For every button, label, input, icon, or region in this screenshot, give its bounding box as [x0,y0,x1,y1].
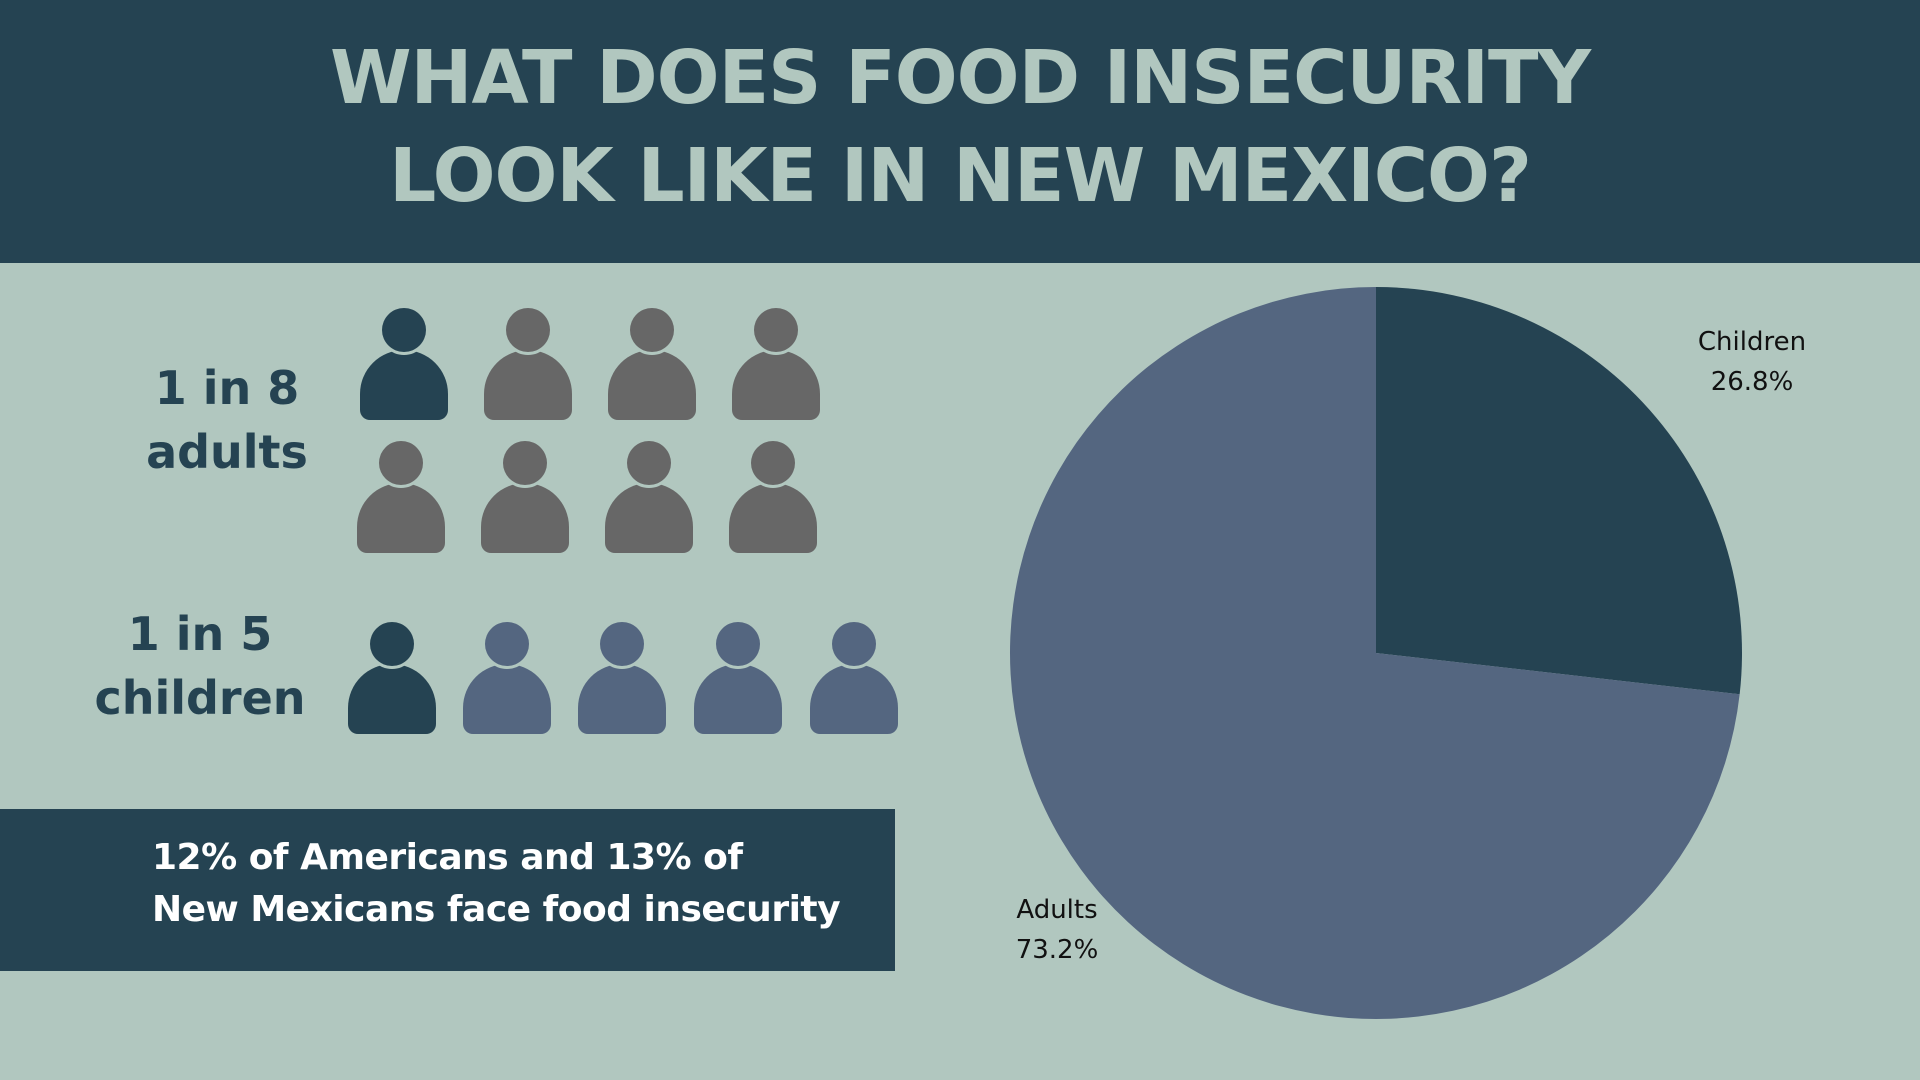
person-icon-head [382,308,426,352]
person-icon [355,441,447,553]
person-icon [730,308,822,420]
person-icon-body [608,350,696,420]
summary-line-2: New Mexicans face food insecurity [152,889,841,930]
person-icon-head [600,622,644,666]
person-icon-head [379,441,423,485]
person-icon [461,622,553,734]
person-icon [606,308,698,420]
person-icon-head [627,441,671,485]
person-icon [482,308,574,420]
pie-value-children: 26.8% [1711,367,1794,397]
person-icon [727,441,819,553]
header-banner [0,0,1920,263]
person-icon-head [506,308,550,352]
page-title-line-2: LOOK LIKE IN NEW MEXICO? [389,133,1532,219]
pie-value-adults: 73.2% [1016,935,1099,965]
person-icon-body [357,483,445,553]
person-icon-body [463,664,551,734]
person-icon-body [605,483,693,553]
person-icon [808,622,900,734]
person-icon-body [484,350,572,420]
pie-slice-children [1376,287,1742,695]
person-icon-head [832,622,876,666]
person-icon-body [810,664,898,734]
pie-label-children: Children [1698,327,1806,357]
summary-line-1: 12% of Americans and 13% of [152,837,743,878]
person-icon-body [481,483,569,553]
person-icon [479,441,571,553]
adults-stat-label: 1 in 8 adults [142,356,312,484]
person-icon [576,622,668,734]
pie-slice-adults [1009,287,1740,1019]
person-icon [692,622,784,734]
pie-label-adults: Adults [1016,895,1097,925]
person-icon-head [716,622,760,666]
person-icon-head [485,622,529,666]
person-icon-body [578,664,666,734]
person-icon-head [630,308,674,352]
person-icon-body [729,483,817,553]
person-icon-body [360,350,448,420]
children-stat-label: 1 in 5 children [92,602,308,730]
children-stat-group: children [94,671,306,725]
person-icon-head [370,622,414,666]
adults-stat-ratio: 1 in 8 [154,361,300,415]
person-icon [346,622,438,734]
person-icon-head [751,441,795,485]
person-icon-head [503,441,547,485]
person-icon [603,441,695,553]
person-icon-body [694,664,782,734]
summary-box [0,809,895,971]
page-title-line-1: WHAT DOES FOOD INSECURITY [329,35,1591,121]
children-stat-ratio: 1 in 5 [127,607,273,661]
person-icon-head [754,308,798,352]
person-icon [358,308,450,420]
adults-stat-group: adults [146,425,308,479]
person-icon-body [732,350,820,420]
person-icon-body [348,664,436,734]
